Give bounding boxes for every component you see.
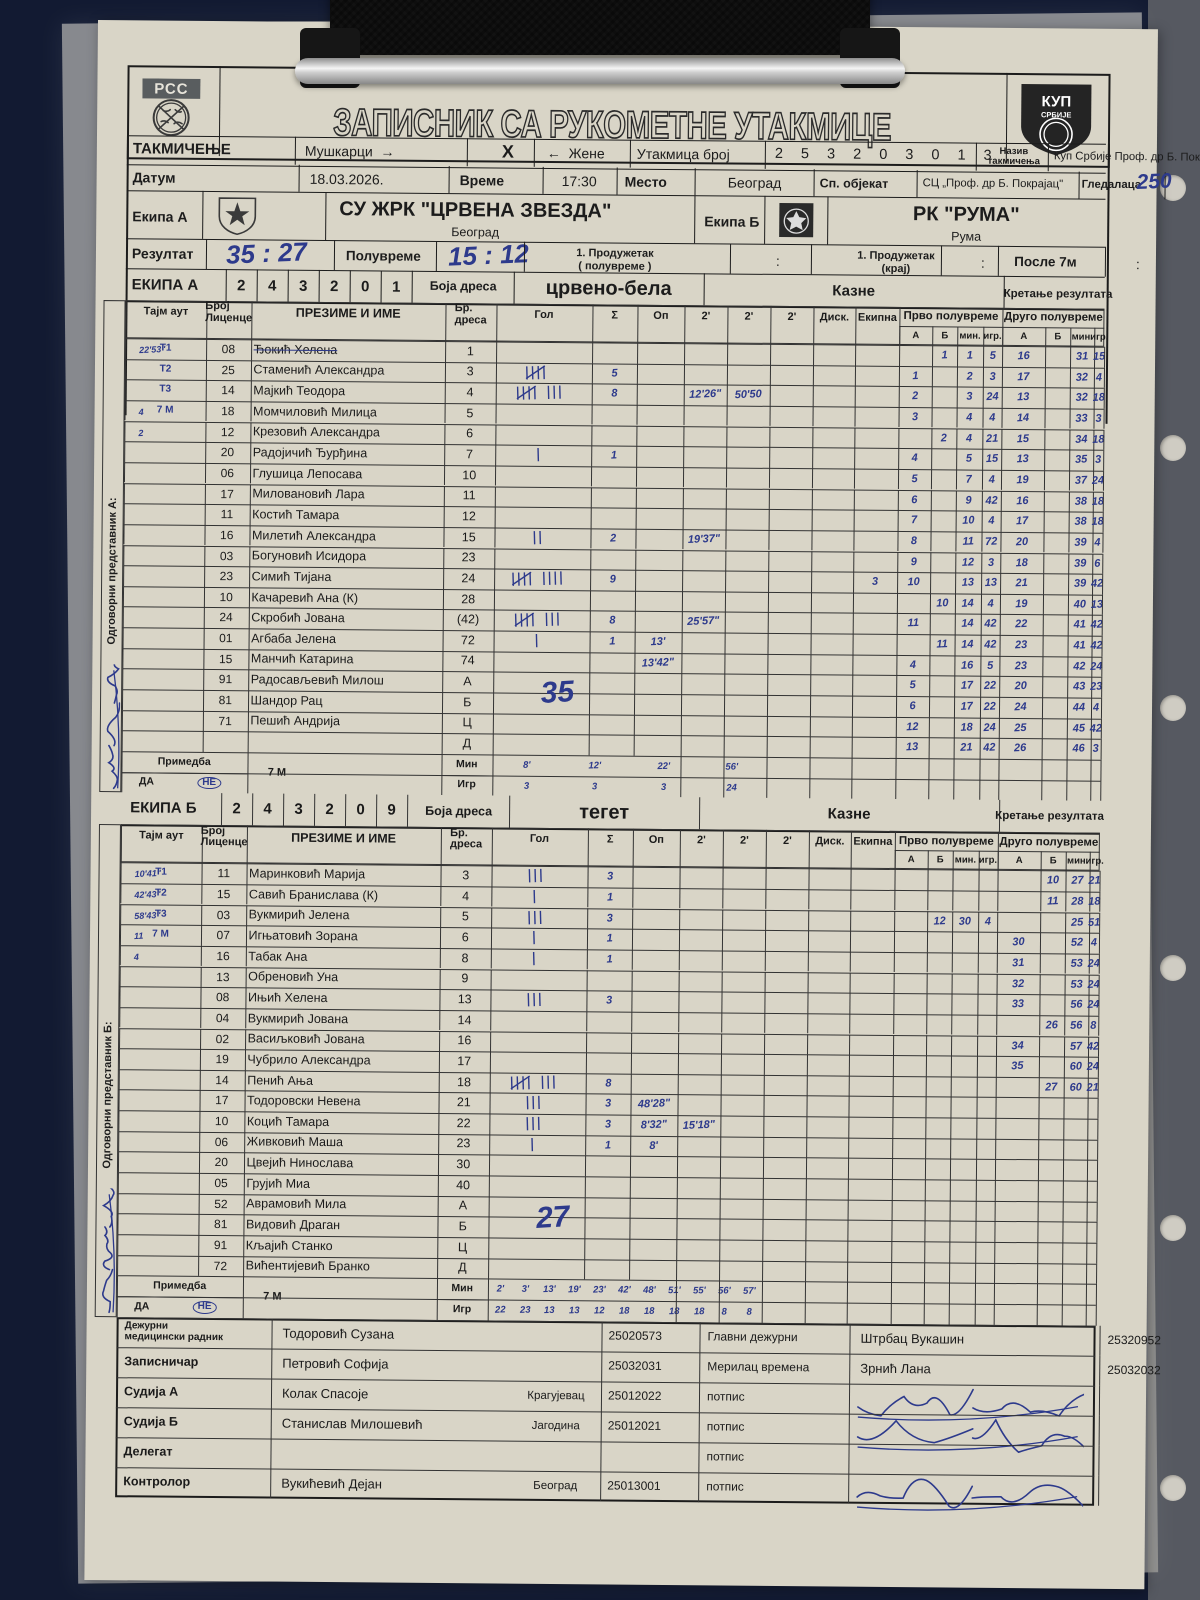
svg-text:РСС: РСС (154, 80, 188, 97)
svg-text:КУП: КУП (1041, 93, 1071, 110)
